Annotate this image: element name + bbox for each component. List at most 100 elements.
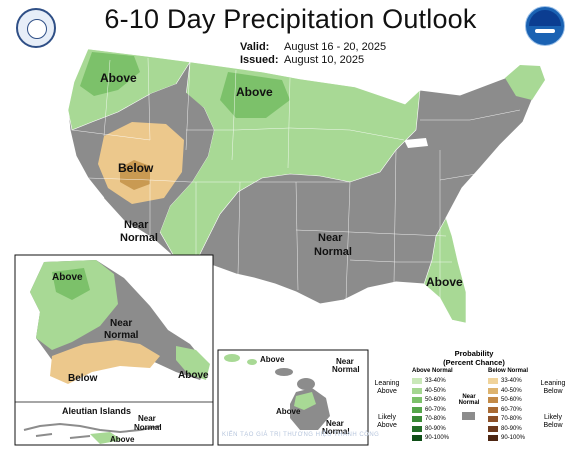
legend-above-label: 50-60% bbox=[425, 397, 446, 403]
hawaii-island-kauai bbox=[224, 354, 240, 362]
label-conus-near-central-2: Normal bbox=[314, 246, 352, 258]
legend-below-swatch bbox=[488, 387, 498, 394]
legend-below-swatch bbox=[488, 378, 498, 384]
legend-below-label: 90-100% bbox=[501, 435, 526, 441]
legend-above-swatch bbox=[412, 397, 422, 403]
legend-below-row: 80-90% bbox=[488, 425, 522, 432]
legend-above-row: 90-100% bbox=[412, 435, 449, 441]
watermark-text: KIẾN TẠO GIÁ TRỊ THƯƠNG HIỆU THÀNH CÔNG bbox=[222, 432, 380, 438]
legend-above-swatch bbox=[412, 387, 422, 394]
conus-likely-below-west bbox=[120, 160, 150, 190]
legend-above-row: 60-70% bbox=[412, 406, 446, 413]
legend-below-swatch bbox=[488, 406, 498, 413]
legend-title-line-2: (Percent Chance) bbox=[443, 358, 505, 367]
legend-above-swatch bbox=[412, 435, 422, 441]
legend-below-swatch bbox=[488, 416, 498, 422]
legend-above-row: 50-60% bbox=[412, 397, 446, 403]
legend-below-row: 60-70% bbox=[488, 406, 522, 413]
legend-below-swatch bbox=[488, 425, 498, 432]
label-conus-near-central-1: Near bbox=[318, 232, 343, 244]
alaska-above-region bbox=[30, 260, 118, 350]
label-aleutian-above: Above bbox=[110, 435, 135, 444]
label-aleutian-near-2: Normal bbox=[134, 423, 162, 432]
aleutian-above-region bbox=[90, 432, 122, 444]
legend-above-label: 40-50% bbox=[425, 387, 446, 394]
legend-above-label: 90-100% bbox=[425, 435, 450, 441]
aleutian-islands-shape bbox=[23, 422, 161, 439]
legend-above-swatch bbox=[412, 416, 422, 422]
issued-value: August 10, 2025 bbox=[284, 54, 365, 66]
conus-above-southeast-region bbox=[423, 217, 467, 324]
conus-above-northeast-region bbox=[505, 65, 545, 100]
issued-date-line: Issued: August 10, 2025 bbox=[240, 54, 364, 66]
legend-below-label: 60-70% bbox=[501, 406, 522, 413]
legend-below-row: 50-60% bbox=[488, 397, 522, 403]
legend-below-label: 40-50% bbox=[501, 387, 522, 394]
legend-above-row: 70-80% bbox=[412, 416, 446, 422]
label-alaska-near-2: Normal bbox=[104, 330, 139, 341]
label-hawaii-above-2: Above bbox=[276, 407, 301, 416]
label-conus-below-west: Below bbox=[118, 161, 154, 175]
valid-value: August 16 - 20, 2025 bbox=[284, 41, 387, 53]
legend-near-header: Near Normal bbox=[458, 394, 480, 406]
alaska-likely-above bbox=[52, 268, 90, 300]
legend-near-header-2: Normal bbox=[458, 400, 480, 406]
legend-above-row: 80-90% bbox=[412, 425, 446, 432]
legend-likely-above: Likely Above bbox=[377, 414, 397, 429]
label-conus-near-west-1: Near bbox=[124, 219, 149, 231]
state-outlines bbox=[71, 57, 521, 301]
label-conus-above-southeast: Above bbox=[426, 275, 463, 289]
label-alaska-below: Below bbox=[68, 373, 98, 384]
legend-below-label: 80-90% bbox=[501, 425, 522, 432]
hawaii-inset-frame bbox=[217, 349, 369, 446]
alaska-above-se-region bbox=[176, 346, 210, 380]
label-aleutian-near-1: Near bbox=[138, 414, 156, 423]
legend-leaning-above: Leaning Above bbox=[374, 380, 400, 395]
legend-below-swatch bbox=[488, 435, 498, 441]
legend-below-row: 70-80% bbox=[488, 416, 522, 422]
legend-above-label: 70-80% bbox=[425, 416, 446, 422]
conus-likely-above-north bbox=[220, 72, 290, 118]
legend-title-line-1: Probability bbox=[454, 349, 494, 358]
label-alaska-near-1: Near bbox=[110, 318, 132, 329]
label-hawaii-near-3: Near bbox=[326, 419, 344, 428]
legend-above-swatch bbox=[412, 425, 422, 432]
map-title: 6-10 Day Precipitation Outlook bbox=[104, 4, 477, 34]
alaska-below-region bbox=[50, 340, 160, 384]
legend-likely-below: Likely Below bbox=[543, 414, 563, 429]
legend-below-label: 70-80% bbox=[501, 416, 522, 422]
legend-below-label: 50-60% bbox=[501, 397, 522, 403]
label-alaska-above: Above bbox=[52, 272, 83, 283]
legend-above-label: 80-90% bbox=[425, 425, 446, 432]
legend-near-normal-swatch bbox=[462, 412, 475, 420]
legend-below-label: 33-40% bbox=[501, 378, 522, 384]
label-hawaii-above-1: Above bbox=[260, 355, 285, 364]
legend-above-swatch bbox=[412, 406, 422, 413]
legend-near-header-1: Near bbox=[462, 394, 476, 400]
hawaii-island-maui bbox=[297, 378, 315, 390]
label-conus-above-north: Above bbox=[236, 85, 273, 99]
legend-above-row: 33-40% bbox=[412, 378, 446, 384]
legend-below-row: 40-50% bbox=[488, 387, 522, 394]
legend-below-row: 90-100% bbox=[488, 435, 525, 441]
label-conus-near-west-2: Normal bbox=[120, 232, 158, 244]
issued-label: Issued: bbox=[240, 54, 279, 66]
hawaii-island-molokai bbox=[275, 368, 293, 376]
conus-likely-above-northwest bbox=[80, 52, 140, 96]
label-alaska-above-se: Above bbox=[178, 370, 209, 381]
legend-above-label: 33-40% bbox=[425, 378, 446, 384]
label-hawaii-near-2: Normal bbox=[332, 365, 360, 374]
legend-above-header: Above Normal bbox=[412, 368, 453, 374]
label-aleutian-title: Aleutian Islands bbox=[62, 406, 131, 416]
valid-label: Valid: bbox=[240, 41, 270, 53]
hawaii-big-island-above bbox=[294, 392, 316, 410]
label-hawaii-near-4: Normal bbox=[322, 427, 350, 436]
legend-below-header: Below Normal bbox=[488, 368, 529, 374]
label-hawaii-near-1: Near bbox=[336, 357, 354, 366]
legend-title: Probability (Percent Chance) bbox=[434, 349, 514, 367]
legend-below-row: 33-40% bbox=[488, 378, 522, 384]
hawaii-island-oahu bbox=[247, 359, 257, 365]
legend-above-label: 60-70% bbox=[425, 406, 446, 413]
label-conus-above-nw: Above bbox=[100, 71, 137, 85]
